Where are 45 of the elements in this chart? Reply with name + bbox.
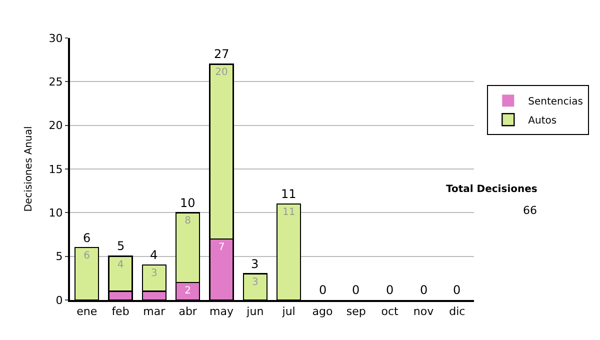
total-label: 0 — [319, 283, 327, 297]
annotation: Total Decisiones — [446, 184, 538, 195]
total-label: 0 — [352, 283, 360, 297]
y-tick-label: 25 — [48, 76, 63, 89]
data-label: 20 — [215, 67, 228, 78]
y-axis-title: Decisiones Anual — [23, 126, 34, 212]
total-label: 0 — [420, 283, 428, 297]
y-tick-label: 20 — [48, 119, 63, 132]
y-tick-label: 0 — [56, 294, 63, 307]
total-label: 11 — [281, 187, 296, 201]
data-label: 2 — [184, 286, 192, 297]
legend-label: Sentencias — [528, 96, 584, 108]
x-tick-label: jun — [246, 305, 264, 318]
total-label: 27 — [214, 47, 230, 61]
data-label: 3 — [150, 268, 158, 280]
x-tick-label: nov — [413, 305, 434, 318]
y-tick-label: 15 — [48, 162, 63, 176]
data-label: 7 — [218, 242, 225, 253]
total-label: 5 — [117, 239, 125, 253]
x-tick-label: feb — [112, 305, 130, 318]
y-tick-label: 10 — [48, 206, 63, 220]
x-tick-label: abr — [178, 305, 198, 318]
text: 66 — [523, 204, 537, 217]
x-tick-label: ago — [312, 305, 333, 318]
x-tick-label: ene — [76, 305, 98, 318]
total-label: 10 — [180, 196, 196, 210]
total-label: 4 — [150, 248, 158, 262]
total-label: 0 — [453, 283, 461, 297]
total-label: 3 — [251, 257, 259, 271]
x-tick-label: jul — [281, 305, 296, 318]
total-label: 0 — [386, 283, 394, 297]
data-label: 6 — [84, 250, 90, 262]
data-label: 8 — [184, 216, 192, 227]
x-tick-label: oct — [381, 305, 400, 318]
x-tick-label: mar — [143, 305, 166, 318]
x-tick-label: sep — [346, 305, 366, 318]
data-label: 11 — [282, 206, 296, 218]
y-tick-label: 30 — [48, 32, 63, 45]
total-label: 6 — [83, 231, 91, 245]
data-label: 3 — [252, 276, 258, 288]
legend-label: Autos — [528, 116, 557, 127]
y-tick-label: 5 — [56, 250, 63, 264]
x-tick-label: may — [210, 305, 234, 318]
data-label: 4 — [117, 259, 124, 270]
x-tick-label: dic — [449, 305, 466, 318]
